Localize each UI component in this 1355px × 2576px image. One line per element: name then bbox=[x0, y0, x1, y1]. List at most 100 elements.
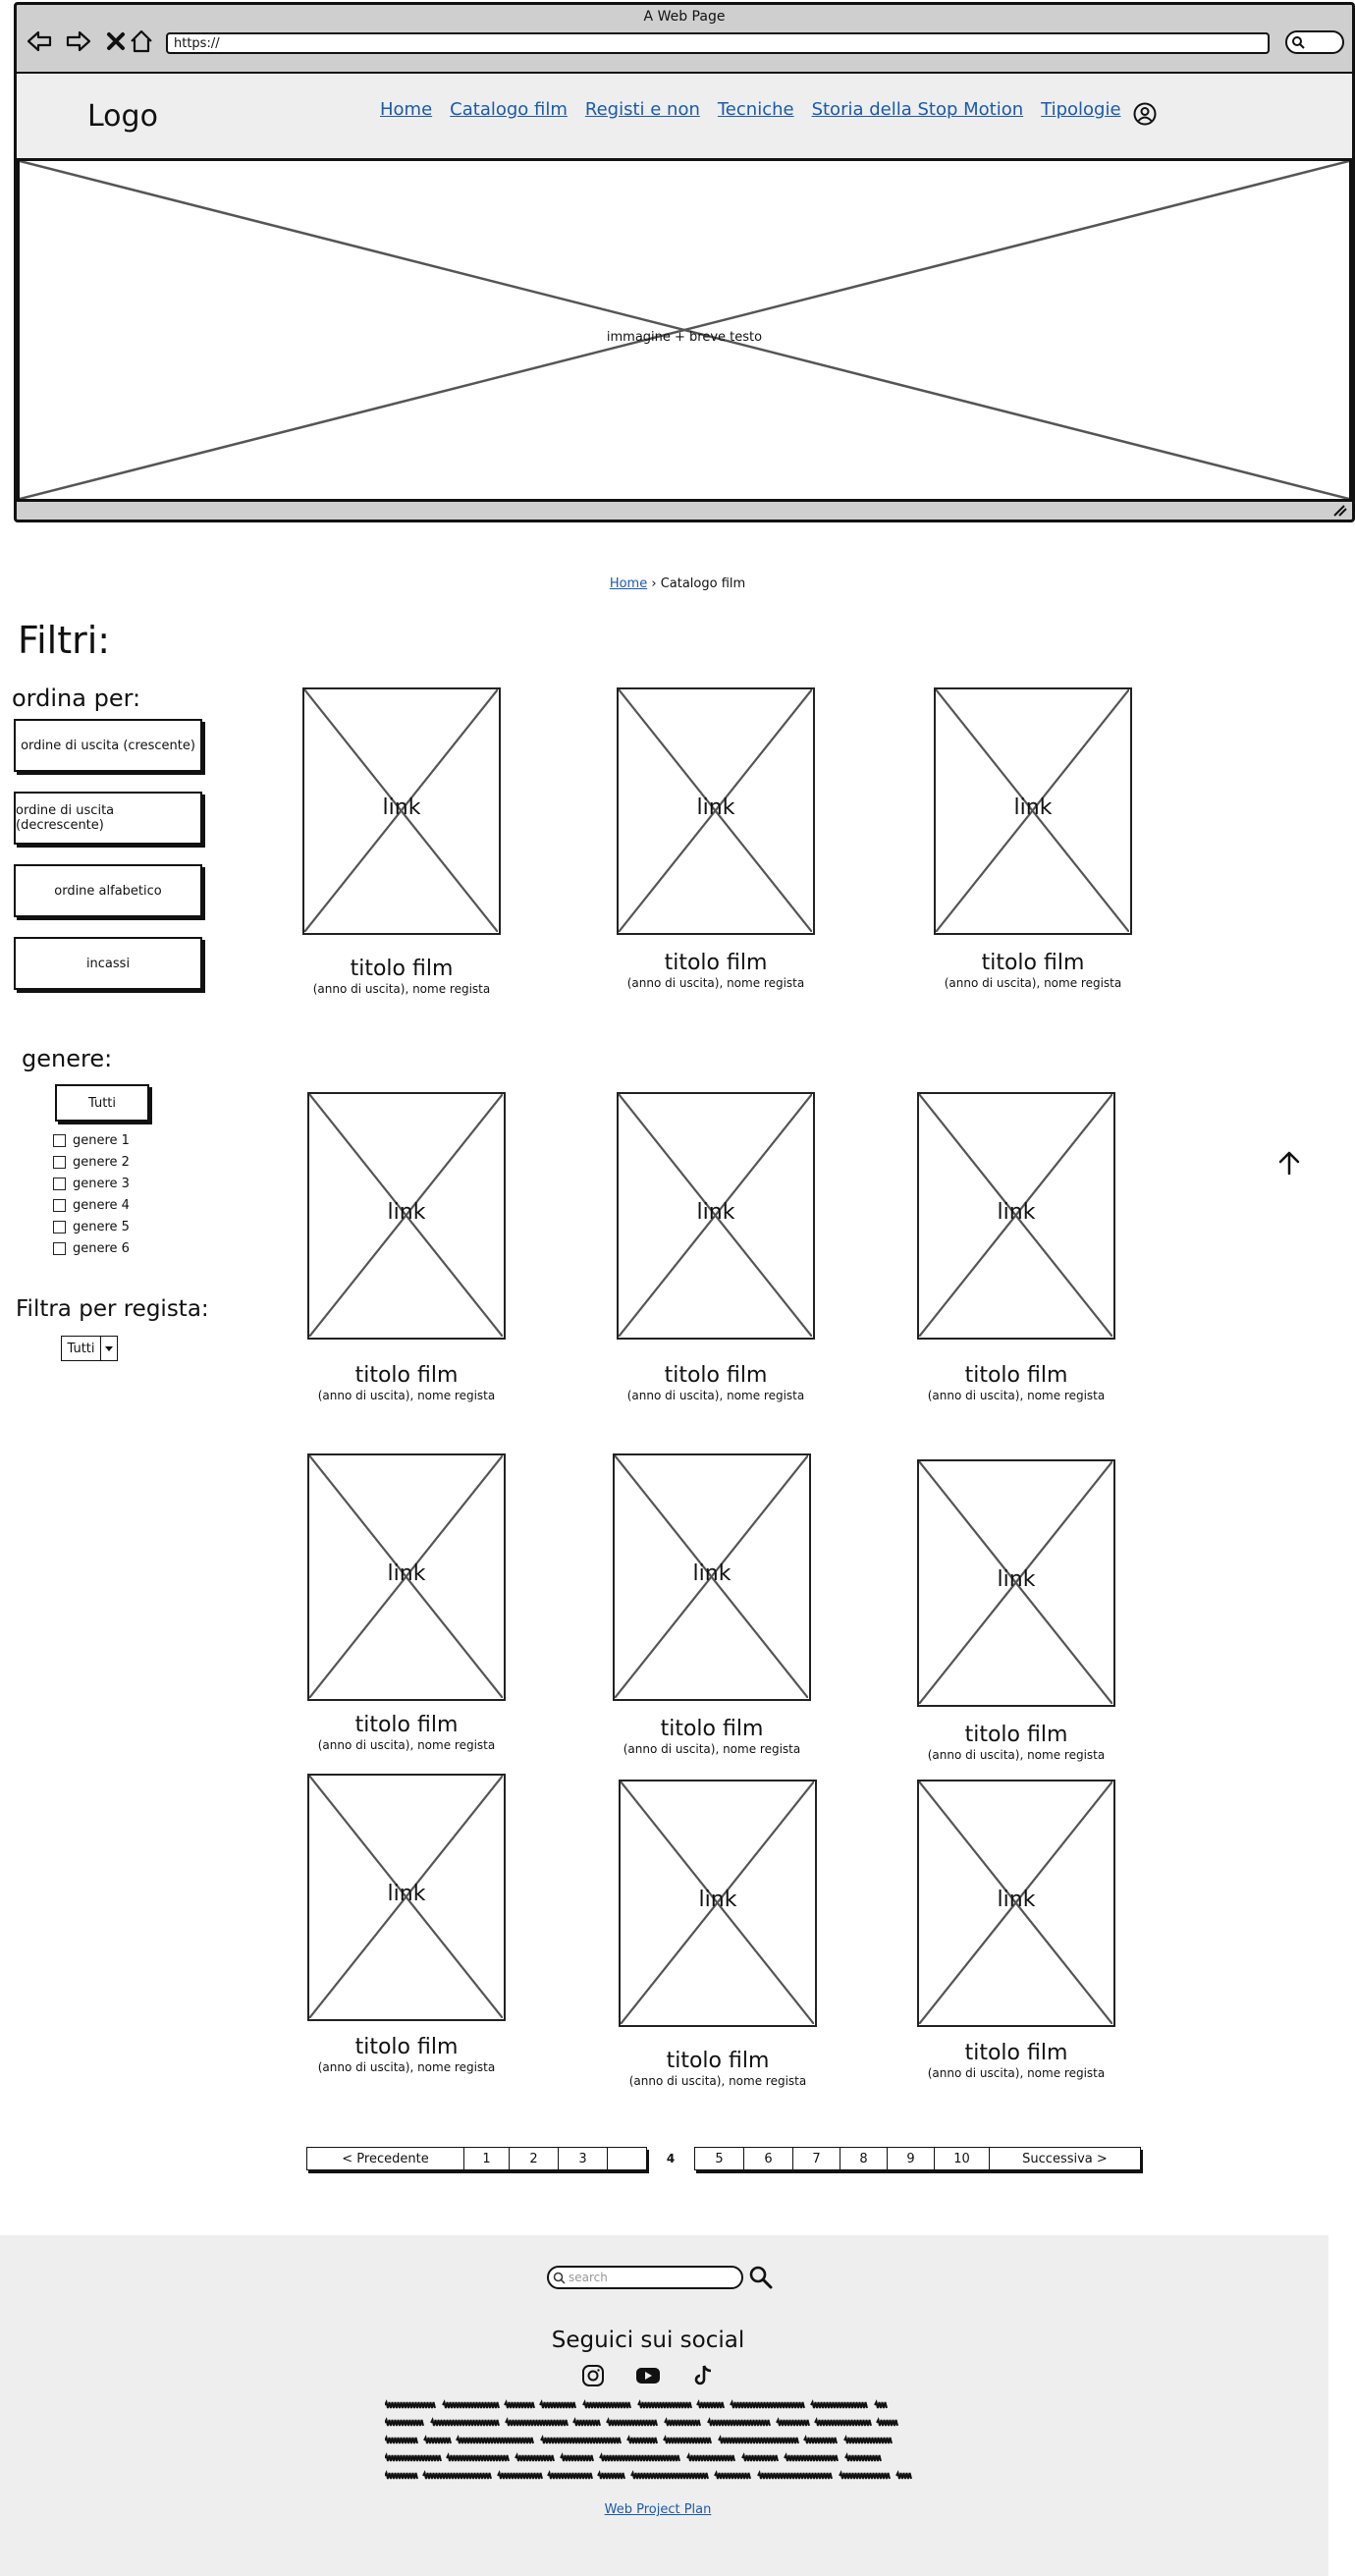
page-button[interactable]: 9 bbox=[887, 2147, 934, 2170]
genre-checkbox[interactable] bbox=[53, 1199, 66, 1212]
hero-image-placeholder: immagine + breve testo bbox=[17, 158, 1352, 502]
sort-box-office-button[interactable]: incassi bbox=[14, 937, 202, 990]
page-button[interactable]: 10 bbox=[934, 2147, 989, 2170]
film-poster-placeholder[interactable]: link bbox=[617, 687, 815, 935]
film-title: titolo film bbox=[660, 1717, 764, 1741]
arrow-up-icon[interactable] bbox=[1276, 1149, 1302, 1177]
film-link-label[interactable]: link bbox=[382, 795, 421, 820]
web-project-plan-link[interactable]: Web Project Plan bbox=[604, 2502, 712, 2517]
page-button[interactable]: 6 bbox=[743, 2147, 792, 2170]
close-icon[interactable] bbox=[101, 27, 131, 56]
director-select[interactable]: Tutti bbox=[61, 1336, 118, 1361]
tiktok-icon[interactable] bbox=[690, 2363, 716, 2388]
sort-release-desc-button[interactable]: ordine di uscita (decrescente) bbox=[14, 792, 202, 845]
user-account-icon[interactable] bbox=[1132, 101, 1158, 127]
page-button[interactable]: 1 bbox=[463, 2147, 509, 2170]
page-button[interactable]: 3 bbox=[558, 2147, 607, 2170]
film-link-label[interactable]: link bbox=[696, 795, 735, 820]
director-filter-title: Filtra per regista: bbox=[16, 1296, 209, 1322]
film-poster-placeholder[interactable]: link bbox=[617, 1092, 815, 1340]
social-links bbox=[0, 2363, 1296, 2388]
back-arrow-icon[interactable] bbox=[25, 27, 54, 56]
footer-search-input[interactable]: search bbox=[547, 2266, 743, 2289]
film-poster-placeholder[interactable]: link bbox=[307, 1774, 506, 2021]
film-subtitle: (anno di uscita), nome regista bbox=[626, 976, 805, 990]
genre-option[interactable]: genere 6 bbox=[53, 1241, 130, 1256]
home-icon[interactable] bbox=[127, 27, 156, 56]
genre-label: genere 4 bbox=[73, 1198, 130, 1213]
film-poster-placeholder[interactable]: link bbox=[619, 1780, 817, 2027]
nav-storia[interactable]: Storia della Stop Motion bbox=[811, 99, 1024, 120]
film-title: titolo film bbox=[354, 1363, 459, 1388]
nav-tecniche[interactable]: Tecniche bbox=[717, 99, 794, 120]
genre-checkbox[interactable] bbox=[53, 1134, 66, 1147]
film-subtitle: (anno di uscita), nome regista bbox=[628, 2074, 807, 2088]
sort-release-asc-button[interactable]: ordine di uscita (crescente) bbox=[14, 719, 202, 772]
genre-checkbox[interactable] bbox=[53, 1242, 66, 1255]
film-poster-placeholder[interactable]: link bbox=[302, 687, 501, 935]
director-select-value: Tutti bbox=[62, 1337, 101, 1360]
genre-checkbox[interactable] bbox=[53, 1221, 66, 1233]
genre-option[interactable]: genere 3 bbox=[53, 1177, 130, 1191]
genre-option[interactable]: genere 2 bbox=[53, 1155, 130, 1170]
genre-label: genere 3 bbox=[73, 1177, 130, 1191]
search-icon bbox=[553, 2272, 566, 2287]
film-subtitle: (anno di uscita), nome regista bbox=[927, 1389, 1106, 1402]
browser-search-box[interactable] bbox=[1285, 30, 1344, 54]
film-title: titolo film bbox=[964, 2041, 1068, 2065]
breadcrumb-home[interactable]: Home bbox=[609, 576, 648, 591]
film-link-label[interactable]: link bbox=[387, 1200, 426, 1225]
film-poster-placeholder[interactable]: link bbox=[307, 1453, 506, 1701]
film-poster-placeholder[interactable]: link bbox=[917, 1459, 1115, 1707]
genre-option[interactable]: genere 5 bbox=[53, 1220, 130, 1234]
film-link-label[interactable]: link bbox=[387, 1882, 426, 1906]
film-subtitle: (anno di uscita), nome regista bbox=[312, 982, 491, 996]
nav-tipologie[interactable]: Tipologie bbox=[1041, 99, 1121, 120]
youtube-icon[interactable] bbox=[635, 2363, 661, 2388]
film-title: titolo film bbox=[664, 1363, 768, 1388]
film-link-label[interactable]: link bbox=[696, 1200, 735, 1225]
page-button[interactable]: 8 bbox=[840, 2147, 887, 2170]
film-link-label[interactable]: link bbox=[698, 1888, 737, 1912]
film-link-label[interactable]: link bbox=[387, 1562, 426, 1586]
logo[interactable]: Logo bbox=[87, 99, 158, 134]
genre-title: genere: bbox=[22, 1045, 113, 1072]
genre-checkbox[interactable] bbox=[53, 1156, 66, 1169]
nav-registi[interactable]: Registi e non bbox=[584, 99, 700, 120]
genre-option[interactable]: genere 1 bbox=[53, 1133, 130, 1148]
sort-alphabetical-button[interactable]: ordine alfabetico bbox=[14, 864, 202, 917]
address-bar[interactable]: https:// bbox=[166, 32, 1270, 54]
film-link-label[interactable]: link bbox=[997, 1888, 1036, 1912]
film-poster-placeholder[interactable]: link bbox=[917, 1092, 1115, 1340]
search-icon[interactable] bbox=[748, 2265, 774, 2290]
breadcrumb-separator: › bbox=[651, 576, 657, 591]
film-poster-placeholder[interactable]: link bbox=[307, 1092, 506, 1340]
page-button[interactable]: 5 bbox=[694, 2147, 743, 2170]
social-title: Seguici sui social bbox=[551, 2328, 745, 2353]
genre-option[interactable]: genere 4 bbox=[53, 1198, 130, 1213]
film-link-label[interactable]: link bbox=[692, 1562, 732, 1586]
current-page: 4 bbox=[666, 2152, 676, 2165]
page-button[interactable]: 2 bbox=[509, 2147, 558, 2170]
page-button[interactable] bbox=[607, 2147, 646, 2170]
forward-arrow-icon[interactable] bbox=[64, 27, 93, 56]
resize-handle-icon[interactable] bbox=[1330, 502, 1348, 518]
pagination-right-group: 5 6 7 8 9 10 Successiva > bbox=[694, 2147, 1141, 2170]
film-link-label[interactable]: link bbox=[997, 1567, 1036, 1592]
nav-catalogo-film[interactable]: Catalogo film bbox=[450, 99, 568, 120]
film-poster-placeholder[interactable]: link bbox=[613, 1453, 811, 1701]
film-link-label[interactable]: link bbox=[1013, 795, 1053, 820]
page-button[interactable]: 7 bbox=[792, 2147, 840, 2170]
genre-label: genere 1 bbox=[73, 1133, 130, 1148]
prev-page-button[interactable]: < Precedente bbox=[306, 2147, 463, 2170]
genre-checkbox[interactable] bbox=[53, 1178, 66, 1190]
instagram-icon[interactable] bbox=[580, 2363, 606, 2388]
next-page-button[interactable]: Successiva > bbox=[989, 2147, 1140, 2170]
film-link-label[interactable]: link bbox=[997, 1200, 1036, 1225]
genre-all-button[interactable]: Tutti bbox=[55, 1084, 149, 1122]
film-poster-placeholder[interactable]: link bbox=[934, 687, 1132, 935]
caret-down-icon[interactable] bbox=[101, 1337, 117, 1360]
nav-home[interactable]: Home bbox=[380, 99, 433, 120]
film-poster-placeholder[interactable]: link bbox=[917, 1780, 1115, 2027]
search-icon bbox=[1291, 34, 1305, 53]
